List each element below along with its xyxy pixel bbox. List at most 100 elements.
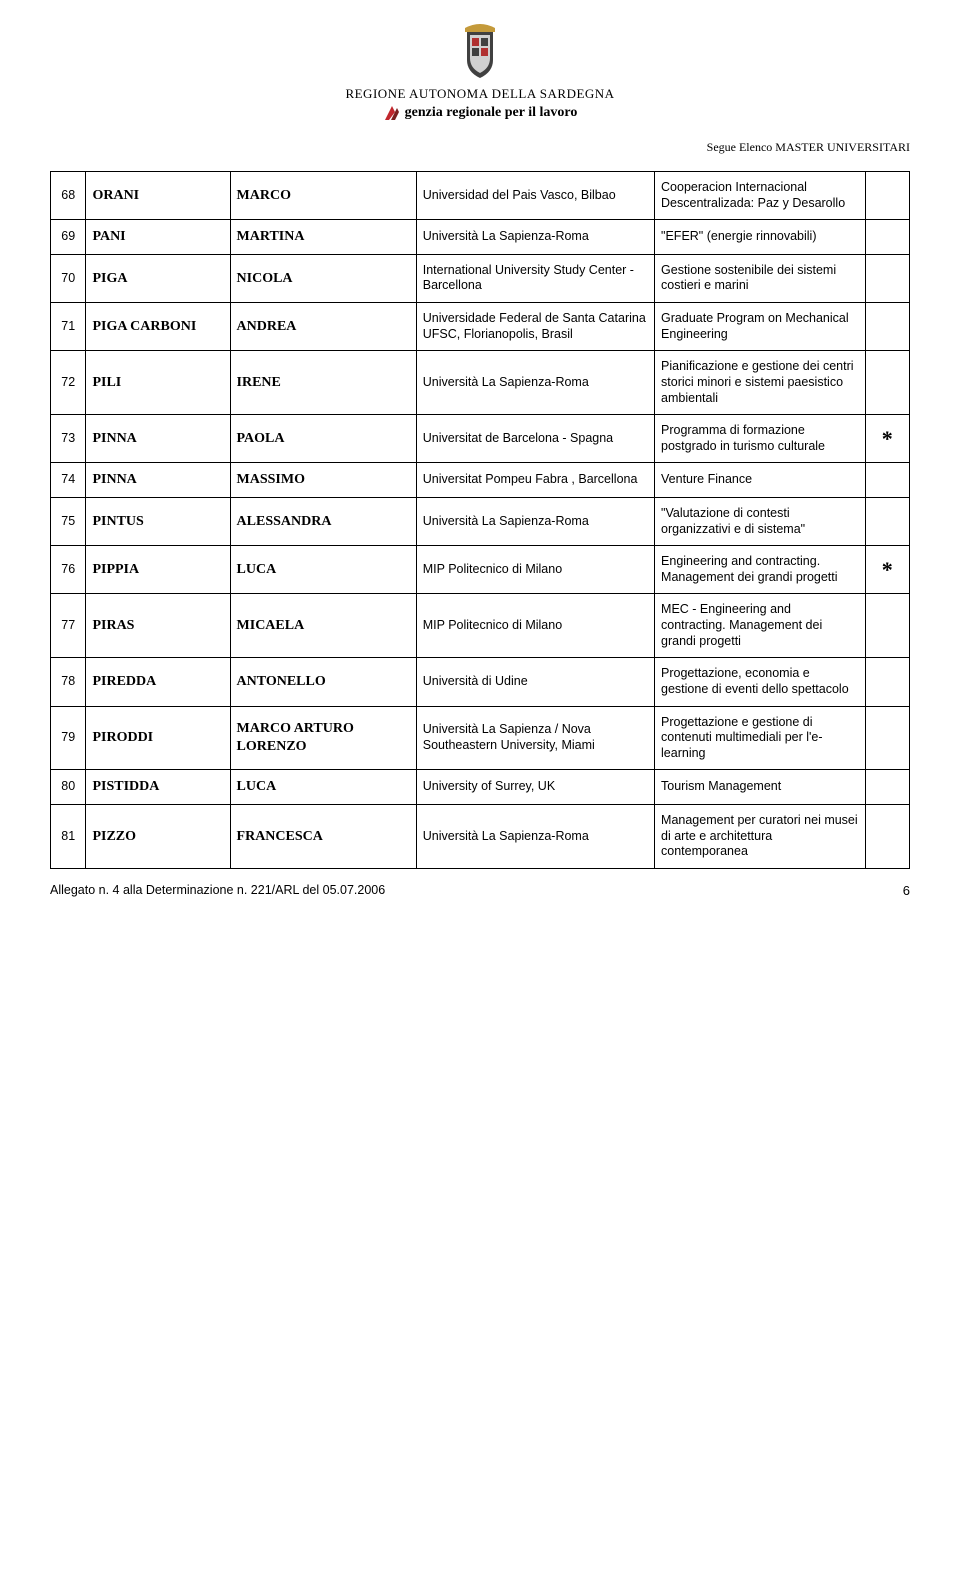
agency-name: genzia regionale per il lavoro (405, 105, 578, 121)
last-name: PIGA CARBONI (86, 303, 230, 351)
star-mark (865, 463, 909, 498)
star-mark (865, 172, 909, 220)
row-index: 68 (51, 172, 86, 220)
star-mark: * (865, 546, 909, 594)
table-row: 73PINNAPAOLAUniversitat de Barcelona - S… (51, 415, 910, 463)
last-name: PIPPIA (86, 546, 230, 594)
row-index: 72 (51, 351, 86, 415)
region-crest-icon (455, 20, 505, 80)
university: MIP Politecnico di Milano (416, 546, 654, 594)
first-name: ANTONELLO (230, 658, 416, 706)
course: Tourism Management (655, 770, 866, 805)
table-row: 68ORANIMARCOUniversidad del Pais Vasco, … (51, 172, 910, 220)
table-row: 77PIRASMICAELAMIP Politecnico di MilanoM… (51, 594, 910, 658)
row-index: 70 (51, 254, 86, 302)
table-row: 70PIGANICOLAInternational University Stu… (51, 254, 910, 302)
row-index: 75 (51, 497, 86, 545)
star-mark (865, 706, 909, 770)
last-name: PINTUS (86, 497, 230, 545)
course: "EFER" (energie rinnovabili) (655, 220, 866, 255)
first-name: MARTINA (230, 220, 416, 255)
university: Università La Sapienza-Roma (416, 351, 654, 415)
row-index: 81 (51, 804, 86, 868)
table-row: 79PIRODDIMARCO ARTURO LORENZOUniversità … (51, 706, 910, 770)
row-index: 79 (51, 706, 86, 770)
course: Progettazione, economia e gestione di ev… (655, 658, 866, 706)
list-continuation-label: Segue Elenco MASTER UNIVERSITARI (50, 140, 910, 155)
first-name: ANDREA (230, 303, 416, 351)
footer-reference: Allegato n. 4 alla Determinazione n. 221… (50, 883, 385, 898)
master-list-table: 68ORANIMARCOUniversidad del Pais Vasco, … (50, 171, 910, 869)
university: University of Surrey, UK (416, 770, 654, 805)
first-name: PAOLA (230, 415, 416, 463)
last-name: PILI (86, 351, 230, 415)
last-name: PIZZO (86, 804, 230, 868)
first-name: IRENE (230, 351, 416, 415)
course: Gestione sostenibile dei sistemi costier… (655, 254, 866, 302)
page-footer: Allegato n. 4 alla Determinazione n. 221… (50, 883, 910, 898)
agency-line: genzia regionale per il lavoro (50, 104, 910, 122)
first-name: LUCA (230, 770, 416, 805)
university: Università La Sapienza-Roma (416, 497, 654, 545)
row-index: 76 (51, 546, 86, 594)
table-row: 75PINTUSALESSANDRAUniversità La Sapienza… (51, 497, 910, 545)
first-name: MARCO ARTURO LORENZO (230, 706, 416, 770)
table-row: 72PILIIRENEUniversità La Sapienza-RomaPi… (51, 351, 910, 415)
university: Università La Sapienza-Roma (416, 804, 654, 868)
table-row: 78PIREDDAANTONELLOUniversità di UdinePro… (51, 658, 910, 706)
row-index: 80 (51, 770, 86, 805)
star-mark (865, 594, 909, 658)
university: International University Study Center - … (416, 254, 654, 302)
star-mark: * (865, 415, 909, 463)
university: MIP Politecnico di Milano (416, 594, 654, 658)
first-name: FRANCESCA (230, 804, 416, 868)
row-index: 77 (51, 594, 86, 658)
university: Università La Sapienza / Nova Southeaste… (416, 706, 654, 770)
last-name: PINNA (86, 463, 230, 498)
course: Graduate Program on Mechanical Engineeri… (655, 303, 866, 351)
star-mark (865, 497, 909, 545)
course: Cooperacion Internacional Descentralizad… (655, 172, 866, 220)
table-row: 76PIPPIALUCAMIP Politecnico di MilanoEng… (51, 546, 910, 594)
last-name: PANI (86, 220, 230, 255)
course: MEC - Engineering and contracting. Manag… (655, 594, 866, 658)
last-name: PISTIDDA (86, 770, 230, 805)
star-mark (865, 220, 909, 255)
course: Engineering and contracting. Management … (655, 546, 866, 594)
university: Università di Udine (416, 658, 654, 706)
university: Universitat de Barcelona - Spagna (416, 415, 654, 463)
table-row: 80PISTIDDALUCAUniversity of Surrey, UKTo… (51, 770, 910, 805)
last-name: PIRODDI (86, 706, 230, 770)
course: Pianificazione e gestione dei centri sto… (655, 351, 866, 415)
star-mark (865, 804, 909, 868)
first-name: MICAELA (230, 594, 416, 658)
first-name: ALESSANDRA (230, 497, 416, 545)
first-name: MASSIMO (230, 463, 416, 498)
course: Venture Finance (655, 463, 866, 498)
row-index: 78 (51, 658, 86, 706)
first-name: MARCO (230, 172, 416, 220)
course: Progettazione e gestione di contenuti mu… (655, 706, 866, 770)
star-mark (865, 254, 909, 302)
page-header: REGIONE AUTONOMA DELLA SARDEGNA genzia r… (50, 20, 910, 122)
last-name: ORANI (86, 172, 230, 220)
first-name: LUCA (230, 546, 416, 594)
row-index: 69 (51, 220, 86, 255)
university: Universitat Pompeu Fabra , Barcellona (416, 463, 654, 498)
row-index: 74 (51, 463, 86, 498)
table-row: 74PINNAMASSIMOUniversitat Pompeu Fabra ,… (51, 463, 910, 498)
table-row: 69PANIMARTINAUniversità La Sapienza-Roma… (51, 220, 910, 255)
first-name: NICOLA (230, 254, 416, 302)
table-row: 81PIZZOFRANCESCAUniversità La Sapienza-R… (51, 804, 910, 868)
last-name: PIRAS (86, 594, 230, 658)
university: Universidade Federal de Santa Catarina U… (416, 303, 654, 351)
last-name: PIGA (86, 254, 230, 302)
course: Programma di formazione postgrado in tur… (655, 415, 866, 463)
last-name: PINNA (86, 415, 230, 463)
star-mark (865, 658, 909, 706)
row-index: 71 (51, 303, 86, 351)
university: Universidad del Pais Vasco, Bilbao (416, 172, 654, 220)
table-row: 71PIGA CARBONIANDREAUniversidade Federal… (51, 303, 910, 351)
agency-logo-icon (383, 104, 401, 122)
course: "Valutazione di contesti organizzativi e… (655, 497, 866, 545)
